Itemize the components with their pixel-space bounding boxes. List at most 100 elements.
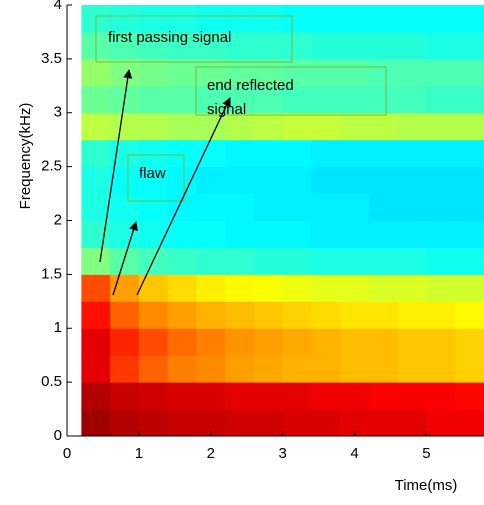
heat-cell: [340, 301, 370, 329]
heat-cell: [167, 382, 197, 410]
heat-cell: [138, 112, 169, 141]
y-tick-label: 0: [54, 427, 62, 444]
heat-cell: [225, 409, 255, 437]
heat-cell: [282, 220, 312, 248]
heat-cell: [81, 382, 111, 410]
heat-cell: [110, 112, 140, 141]
heat-cell: [397, 5, 427, 33]
heat-cell: [368, 58, 399, 87]
heat-cell: [368, 409, 399, 437]
heat-cell: [368, 382, 399, 410]
heat-cell: [455, 5, 484, 33]
heat-cell: [368, 247, 399, 275]
heat-cell: [340, 166, 370, 195]
heat-cell: [455, 382, 484, 410]
heat-cell: [196, 274, 226, 302]
heat-cell: [196, 139, 226, 168]
heat-cell: [311, 247, 341, 275]
heat-cell: [397, 247, 427, 275]
heat-cell: [311, 139, 341, 168]
heat-cell: [167, 31, 197, 60]
annotation-arrow: [112, 221, 138, 296]
heat-cell: [81, 301, 111, 329]
heat-cell: [426, 58, 456, 87]
heat-cell: [110, 31, 140, 60]
heat-cell: [253, 220, 284, 248]
heat-cell: [167, 274, 197, 302]
heat-cell: [311, 58, 341, 87]
heat-cell: [426, 31, 456, 60]
heat-cell: [311, 409, 341, 437]
heat-cell: [110, 58, 140, 87]
heat-cell: [426, 166, 456, 195]
heat-cell: [426, 328, 456, 356]
heat-cell: [225, 355, 255, 383]
heat-cell: [81, 274, 111, 302]
heat-cell: [455, 220, 484, 248]
heat-cell: [282, 139, 312, 168]
annotation-text: flaw: [139, 165, 166, 182]
heat-cell: [340, 328, 370, 356]
heat-cell: [455, 274, 484, 302]
heat-cell: [138, 274, 169, 302]
heat-cell: [110, 409, 140, 437]
heat-cell: [81, 193, 111, 221]
heat-cell: [368, 355, 399, 383]
heat-cell: [138, 58, 169, 87]
heat-cell: [282, 409, 312, 437]
heat-cell: [397, 85, 427, 114]
heat-cell: [253, 247, 284, 275]
heat-cell: [282, 355, 312, 383]
heat-cell: [397, 193, 427, 221]
y-tick-label: 0.5: [41, 373, 62, 390]
heat-cell: [282, 382, 312, 410]
heat-cell: [81, 139, 111, 168]
heat-cell: [397, 58, 427, 87]
heat-cell: [167, 409, 197, 437]
heat-cell: [311, 112, 341, 141]
heat-cell: [81, 112, 111, 141]
heat-cell: [426, 193, 456, 221]
heat-cell: [167, 139, 197, 168]
heat-cell: [81, 85, 111, 114]
heat-cell: [196, 301, 226, 329]
heat-cell: [426, 409, 456, 437]
y-tick-label: 4: [54, 0, 62, 13]
heat-cell: [110, 355, 140, 383]
heat-cell: [368, 5, 399, 33]
heat-cell: [167, 112, 197, 141]
heat-cell: [311, 274, 341, 302]
heat-cell: [253, 58, 284, 87]
heat-cell: [167, 85, 197, 114]
heat-cell: [138, 5, 169, 33]
x-tick-label: 0: [63, 445, 71, 462]
heat-cell: [368, 112, 399, 141]
heat-cell: [455, 58, 484, 87]
heat-cell: [311, 5, 341, 33]
heat-cell: [368, 139, 399, 168]
heat-cell: [340, 5, 370, 33]
heat-cell: [397, 274, 427, 302]
heat-cell: [81, 166, 111, 195]
heat-cell: [81, 58, 111, 87]
heat-cell: [225, 274, 255, 302]
heat-cell: [368, 85, 399, 114]
heat-cell: [282, 112, 312, 141]
x-tick-label: 2: [207, 445, 215, 462]
heat-cell: [81, 409, 111, 437]
heat-cell: [368, 301, 399, 329]
x-tick-label: 3: [279, 445, 287, 462]
heat-cell: [340, 139, 370, 168]
heat-cell: [253, 139, 284, 168]
annotation-text: end reflected: [207, 77, 294, 94]
heat-cell: [167, 328, 197, 356]
heat-cell: [196, 355, 226, 383]
heat-cell: [225, 301, 255, 329]
heat-cell: [138, 301, 169, 329]
heat-cell: [368, 274, 399, 302]
heat-cell: [253, 193, 284, 221]
heat-cell: [138, 139, 169, 168]
annotation-box: [127, 154, 185, 202]
heat-cell: [426, 355, 456, 383]
